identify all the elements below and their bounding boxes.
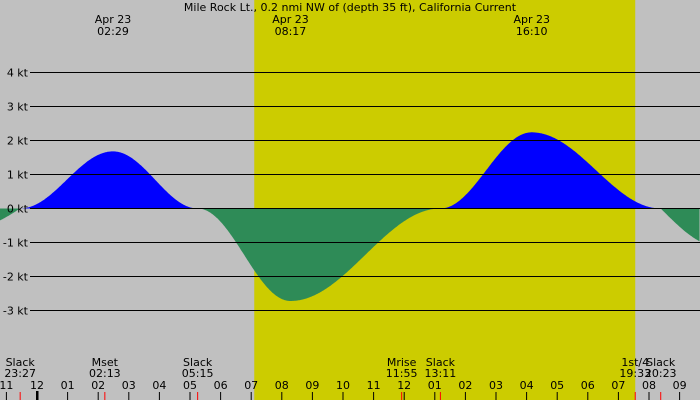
event-name: Mset xyxy=(92,356,119,369)
flood-area xyxy=(440,132,661,209)
hour-tick-label: 01 xyxy=(428,379,442,392)
hour-tick-label: 08 xyxy=(275,379,289,392)
hour-tick-label: 03 xyxy=(122,379,136,392)
hour-tick-label: 07 xyxy=(611,379,625,392)
hour-tick-label: 09 xyxy=(673,379,687,392)
event-time: 23:27 xyxy=(4,367,36,380)
event-time: 02:13 xyxy=(89,367,121,380)
event-time: 13:11 xyxy=(425,367,457,380)
hour-tick-label: 05 xyxy=(550,379,564,392)
event-time: 19:33 xyxy=(619,367,651,380)
ebb-area xyxy=(661,208,700,242)
event-time: 11:55 xyxy=(386,367,418,380)
event-name: Slack xyxy=(426,356,456,369)
hour-tick-label: 12 xyxy=(30,379,44,392)
extreme-date: Apr 23 xyxy=(513,13,550,26)
midnight-marker xyxy=(36,391,39,400)
extreme-date: Apr 23 xyxy=(95,13,132,26)
hour-tick-label: 09 xyxy=(305,379,319,392)
hour-tick-label: 02 xyxy=(458,379,472,392)
y-tick-label: -2 kt xyxy=(3,271,29,284)
hour-tick-label: 11 xyxy=(0,379,13,392)
hour-tick-label: 10 xyxy=(336,379,350,392)
y-tick-label: 2 kt xyxy=(7,135,29,148)
hour-tick-label: 08 xyxy=(642,379,656,392)
y-tick-label: 0 kt xyxy=(7,203,29,216)
y-tick-label: -1 kt xyxy=(3,237,29,250)
event-name: Slack xyxy=(6,356,36,369)
hour-tick-label: 12 xyxy=(397,379,411,392)
event-name: Slack xyxy=(183,356,213,369)
hour-tick-label: 06 xyxy=(214,379,228,392)
y-tick-label: 3 kt xyxy=(7,101,29,114)
hour-tick-label: 05 xyxy=(183,379,197,392)
y-gridlines xyxy=(30,72,700,311)
hour-tick-label: 01 xyxy=(61,379,75,392)
y-tick-label: -3 kt xyxy=(3,305,29,318)
hour-tick-label: 11 xyxy=(367,379,381,392)
hour-ticks: 11 12 01 02 03 04 05 06 07 08 09 10 11 12 01 02 03 04 05 06… xyxy=(0,379,687,400)
event-time: 05:15 xyxy=(182,367,214,380)
hour-tick-label: 03 xyxy=(489,379,503,392)
ebb-area xyxy=(197,208,440,301)
hour-tick-label: 07 xyxy=(244,379,258,392)
extreme-time: 08:17 xyxy=(275,25,307,38)
event-name: 1st/4 xyxy=(621,356,649,369)
y-axis-labels: 4 kt 3 kt 2 kt 1 kt 0 kt -1 kt -2 kt -3 kt xyxy=(3,67,29,318)
y-tick-label: 4 kt xyxy=(7,67,29,80)
hour-tick-label: 06 xyxy=(581,379,595,392)
current-areas xyxy=(0,132,700,301)
extreme-time: 02:29 xyxy=(97,25,129,38)
hour-tick-label: 02 xyxy=(91,379,105,392)
event-time: 20:23 xyxy=(645,367,677,380)
extreme-date: Apr 23 xyxy=(272,13,309,26)
y-tick-label: 1 kt xyxy=(7,169,29,182)
hour-tick-label: 04 xyxy=(520,379,534,392)
extreme-time: 16:10 xyxy=(516,25,548,38)
event-labels: Slack23:27Mset02:13Slack05:15Mrise11:55S… xyxy=(4,356,676,380)
hour-tick-label: 04 xyxy=(152,379,166,392)
event-name: Slack xyxy=(646,356,676,369)
ebb-area xyxy=(0,208,20,221)
event-name: Mrise xyxy=(387,356,417,369)
flood-area xyxy=(20,151,198,209)
chart-title: Mile Rock Lt., 0.2 nmi NW of (depth 35 f… xyxy=(184,1,517,14)
